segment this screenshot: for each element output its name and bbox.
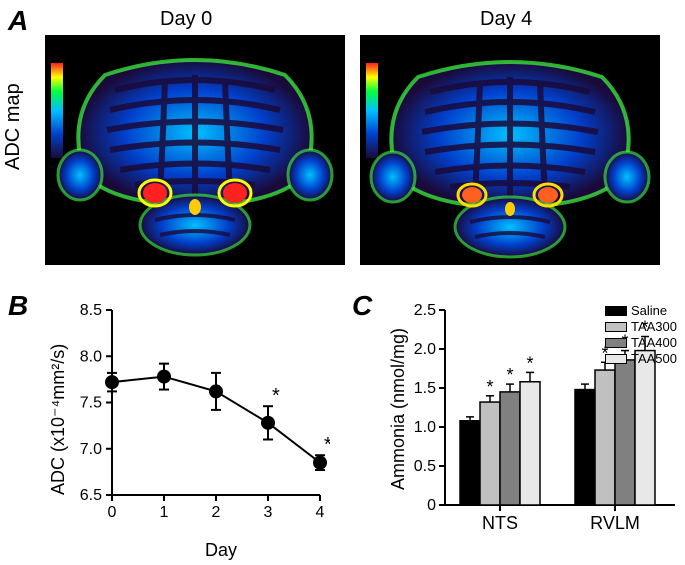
svg-text:3: 3 — [264, 504, 273, 521]
legend-item: TAA300 — [605, 319, 677, 334]
legend-item: TAA500 — [605, 351, 677, 366]
svg-text:*: * — [324, 434, 330, 456]
legend-label: TAA400 — [631, 335, 677, 350]
svg-text:0: 0 — [427, 497, 436, 514]
svg-text:2.0: 2.0 — [414, 341, 436, 358]
svg-text:8.5: 8.5 — [80, 302, 102, 319]
brain-svg-1 — [360, 35, 660, 265]
legend-swatch — [605, 306, 627, 316]
legend-swatch — [605, 322, 627, 332]
chart-c-ylabel: Ammonia (nmol/mg) — [388, 328, 409, 490]
legend-swatch — [605, 338, 627, 348]
svg-text:*: * — [272, 385, 280, 407]
svg-text:1: 1 — [160, 504, 169, 521]
legend-label: Saline — [631, 303, 667, 318]
svg-text:NTS: NTS — [482, 513, 518, 533]
chart-b-xlabel: Day — [205, 540, 237, 561]
panel-a-title-0: Day 0 — [160, 8, 212, 31]
svg-text:4: 4 — [316, 504, 325, 521]
svg-text:*: * — [506, 365, 513, 385]
legend-item: Saline — [605, 303, 677, 318]
svg-text:1.0: 1.0 — [414, 419, 436, 436]
svg-text:8.0: 8.0 — [80, 348, 102, 365]
svg-text:2.5: 2.5 — [414, 302, 436, 319]
chart-b: ADC (x10⁻⁴mm²/s) Day 6.57.07.58.08.50123… — [50, 295, 330, 545]
svg-text:0.5: 0.5 — [414, 458, 436, 475]
panel-c-label: C — [352, 290, 372, 322]
panel-a-ylabel: ADC map — [2, 83, 25, 170]
chart-b-svg: 6.5 7.0 7.5 8.0 8.5 0 1 2 3 4 * * — [50, 295, 330, 525]
svg-text:1.5: 1.5 — [414, 380, 436, 397]
svg-text:*: * — [486, 377, 493, 397]
legend-c: SalineTAA300TAA400TAA500 — [605, 303, 677, 367]
chart-b-ylabel: ADC (x10⁻⁴mm²/s) — [48, 344, 69, 495]
brain-map-day0 — [45, 35, 345, 265]
legend-item: TAA400 — [605, 335, 677, 350]
svg-text:7.0: 7.0 — [80, 441, 102, 458]
brain-svg-0 — [45, 35, 345, 265]
svg-text:7.5: 7.5 — [80, 395, 102, 412]
panel-a-label: A — [8, 5, 28, 37]
legend-label: TAA300 — [631, 319, 677, 334]
svg-text:RVLM: RVLM — [590, 513, 640, 533]
svg-text:0: 0 — [108, 504, 117, 521]
legend-swatch — [605, 354, 627, 364]
chart-c: Ammonia (nmol/mg) 0 0.5 1.0 1.5 2.0 2.5 * * * NTS… — [390, 295, 685, 545]
svg-text:6.5: 6.5 — [80, 487, 102, 504]
panel-b-label: B — [8, 290, 28, 322]
svg-text:*: * — [526, 353, 533, 373]
brain-map-day4 — [360, 35, 660, 265]
svg-text:2: 2 — [212, 504, 221, 521]
legend-label: TAA500 — [631, 351, 677, 366]
panel-a-title-1: Day 4 — [480, 8, 532, 31]
